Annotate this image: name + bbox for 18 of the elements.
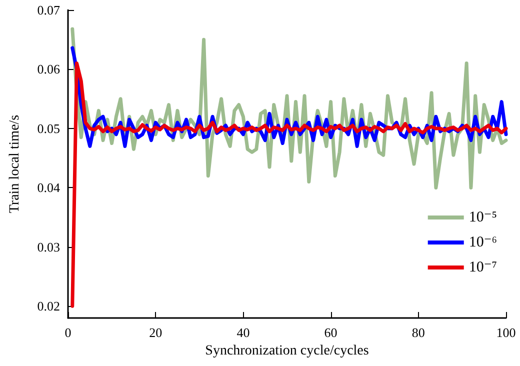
y-tick-label: 0.02: [37, 298, 60, 314]
y-tick-label: 0.05: [37, 120, 60, 136]
x-tick-label: 100: [496, 325, 516, 340]
y-tick-label: 0.07: [37, 2, 60, 18]
x-tick-label: 60: [324, 325, 338, 340]
legend-label: 10⁻⁵: [468, 210, 498, 226]
y-tick-label: 0.04: [37, 180, 60, 196]
line-series: [70, 62, 508, 308]
x-tick-label: 80: [412, 325, 425, 340]
x-tick-label: 0: [64, 325, 72, 340]
legend-label: 10⁻⁷: [468, 260, 498, 276]
y-axis-title: Train local time/s: [8, 114, 22, 214]
x-tick-label: 40: [236, 325, 250, 340]
x-tick-label: 20: [149, 325, 162, 340]
legend-label: 10⁻⁶: [468, 234, 498, 250]
y-tick-label: 0.06: [37, 62, 60, 77]
x-axis-title: Synchronization cycle/cycles: [205, 344, 369, 358]
y-tick-label: 0.03: [37, 239, 60, 254]
